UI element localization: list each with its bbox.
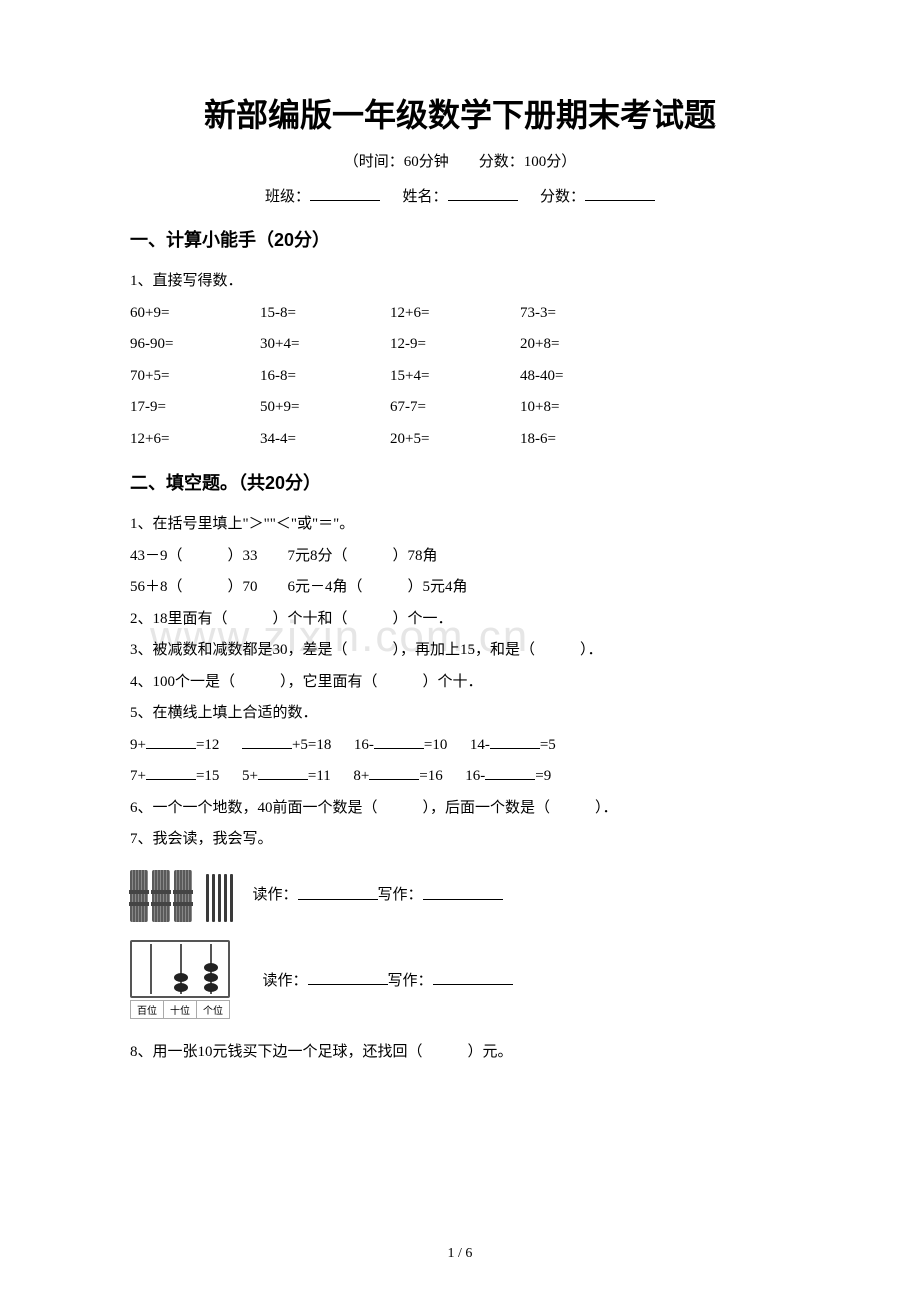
calc-cell: 50+9=: [260, 392, 390, 424]
calc-cell: 12-9=: [390, 329, 520, 361]
calc-cell: 60+9=: [130, 298, 260, 330]
calc-cell: 70+5=: [130, 361, 260, 393]
page-subtitle: （时间：60分钟 分数：100分）: [130, 150, 790, 171]
student-info-line: 班级： 姓名： 分数：: [130, 185, 790, 206]
calc-cell: 34-4=: [260, 424, 390, 456]
name-label: 姓名：: [402, 189, 447, 205]
calc-cell: 20+5=: [390, 424, 520, 456]
label: 百位: [131, 1001, 164, 1018]
calc-cell: 15+4=: [390, 361, 520, 393]
t: 9+: [130, 737, 146, 753]
class-label: 班级：: [265, 189, 310, 205]
q2-1-r1: 43－9（ ）33 7元8分（ ）78角: [130, 541, 790, 573]
page-content: 新部编版一年级数学下册期末考试题 （时间：60分钟 分数：100分） 班级： 姓…: [130, 90, 790, 1068]
score-label: 分数：: [540, 189, 585, 205]
t: +5=18: [292, 737, 331, 753]
blank: [490, 737, 540, 749]
t: 14-: [470, 737, 490, 753]
t: 16-: [465, 768, 485, 784]
t: =11: [308, 768, 331, 784]
name-blank: [448, 187, 518, 201]
read-label: 读作：: [263, 969, 308, 990]
q2-5-row2: 7+ =15 5+ =11 8+ =16 16- =9: [130, 761, 790, 793]
sticks-row: 读作： 写作：: [130, 866, 790, 922]
blank: [485, 768, 535, 780]
q2-5-row1: 9+ =12 +5=18 16- =10 14- =5: [130, 730, 790, 762]
q2-7: 7、我会读，我会写。: [130, 824, 790, 856]
sticks-icon: [130, 866, 245, 922]
calc-cell: 96-90=: [130, 329, 260, 361]
calc-row: 17-9=50+9=67-7=10+8=: [130, 392, 790, 424]
calc-cell: 20+8=: [520, 329, 650, 361]
blank: [423, 888, 503, 900]
calc-cell: 30+4=: [260, 329, 390, 361]
calc-cell: 17-9=: [130, 392, 260, 424]
blank: [369, 768, 419, 780]
section-1-head: 一、计算小能手（20分）: [130, 226, 790, 252]
calc-cell: 16-8=: [260, 361, 390, 393]
q2-1: 1、在括号里填上"＞""＜"或"＝"。: [130, 509, 790, 541]
calc-cell: 15-8=: [260, 298, 390, 330]
blank: [146, 737, 196, 749]
blank: [433, 973, 513, 985]
calc-row: 12+6=34-4=20+5=18-6=: [130, 424, 790, 456]
t: =16: [419, 768, 442, 784]
class-blank: [310, 187, 380, 201]
calc-cell: 12+6=: [130, 424, 260, 456]
calc-cell: 10+8=: [520, 392, 650, 424]
write-label: 写作：: [388, 969, 433, 990]
abacus-labels: 百位 十位 个位: [130, 1000, 230, 1019]
calc-cell: 48-40=: [520, 361, 650, 393]
q2-4: 4、100个一是（ ），它里面有（ ）个十．: [130, 667, 790, 699]
calc-cell: 18-6=: [520, 424, 650, 456]
t: =5: [540, 737, 556, 753]
t: =9: [535, 768, 551, 784]
blank: [146, 768, 196, 780]
t: 7+: [130, 768, 146, 784]
score-blank: [585, 187, 655, 201]
page-title: 新部编版一年级数学下册期末考试题: [130, 90, 790, 136]
write-label: 写作：: [378, 883, 423, 904]
t: 5+: [242, 768, 258, 784]
abacus-icon: 百位 十位 个位: [130, 940, 240, 1019]
blank: [308, 973, 388, 985]
q2-5: 5、在横线上填上合适的数．: [130, 698, 790, 730]
abacus-row: 百位 十位 个位 读作： 写作：: [130, 940, 790, 1019]
label: 十位: [164, 1001, 197, 1018]
blank: [242, 737, 292, 749]
t: =15: [196, 768, 219, 784]
read-label: 读作：: [253, 883, 298, 904]
calc-row: 70+5=16-8=15+4=48-40=: [130, 361, 790, 393]
section-1-q1: 1、直接写得数．: [130, 266, 790, 298]
calc-row: 96-90=30+4=12-9=20+8=: [130, 329, 790, 361]
q2-3: 3、被减数和减数都是30，差是（ ），再加上15，和是（ ）．: [130, 635, 790, 667]
t: 16-: [354, 737, 374, 753]
label: 个位: [197, 1001, 229, 1018]
q2-2: 2、18里面有（ ）个十和（ ）个一．: [130, 604, 790, 636]
t: 8+: [353, 768, 369, 784]
calc-cell: 73-3=: [520, 298, 650, 330]
t: =12: [196, 737, 219, 753]
t: =10: [424, 737, 447, 753]
section-2-head: 二、填空题。（共20分）: [130, 469, 790, 495]
calc-cell: 67-7=: [390, 392, 520, 424]
blank: [374, 737, 424, 749]
q2-1-r2: 56＋8（ ）70 6元－4角（ ）5元4角: [130, 572, 790, 604]
page-footer: 1 / 6: [0, 1246, 920, 1262]
calc-cell: 12+6=: [390, 298, 520, 330]
calc-row: 60+9=15-8=12+6=73-3=: [130, 298, 790, 330]
q2-6: 6、一个一个地数，40前面一个数是（ ），后面一个数是（ ）．: [130, 793, 790, 825]
blank: [258, 768, 308, 780]
q2-8: 8、用一张10元钱买下边一个足球，还找回（ ）元。: [130, 1037, 790, 1069]
calc-rows: 60+9=15-8=12+6=73-3=96-90=30+4=12-9=20+8…: [130, 298, 790, 456]
blank: [298, 888, 378, 900]
